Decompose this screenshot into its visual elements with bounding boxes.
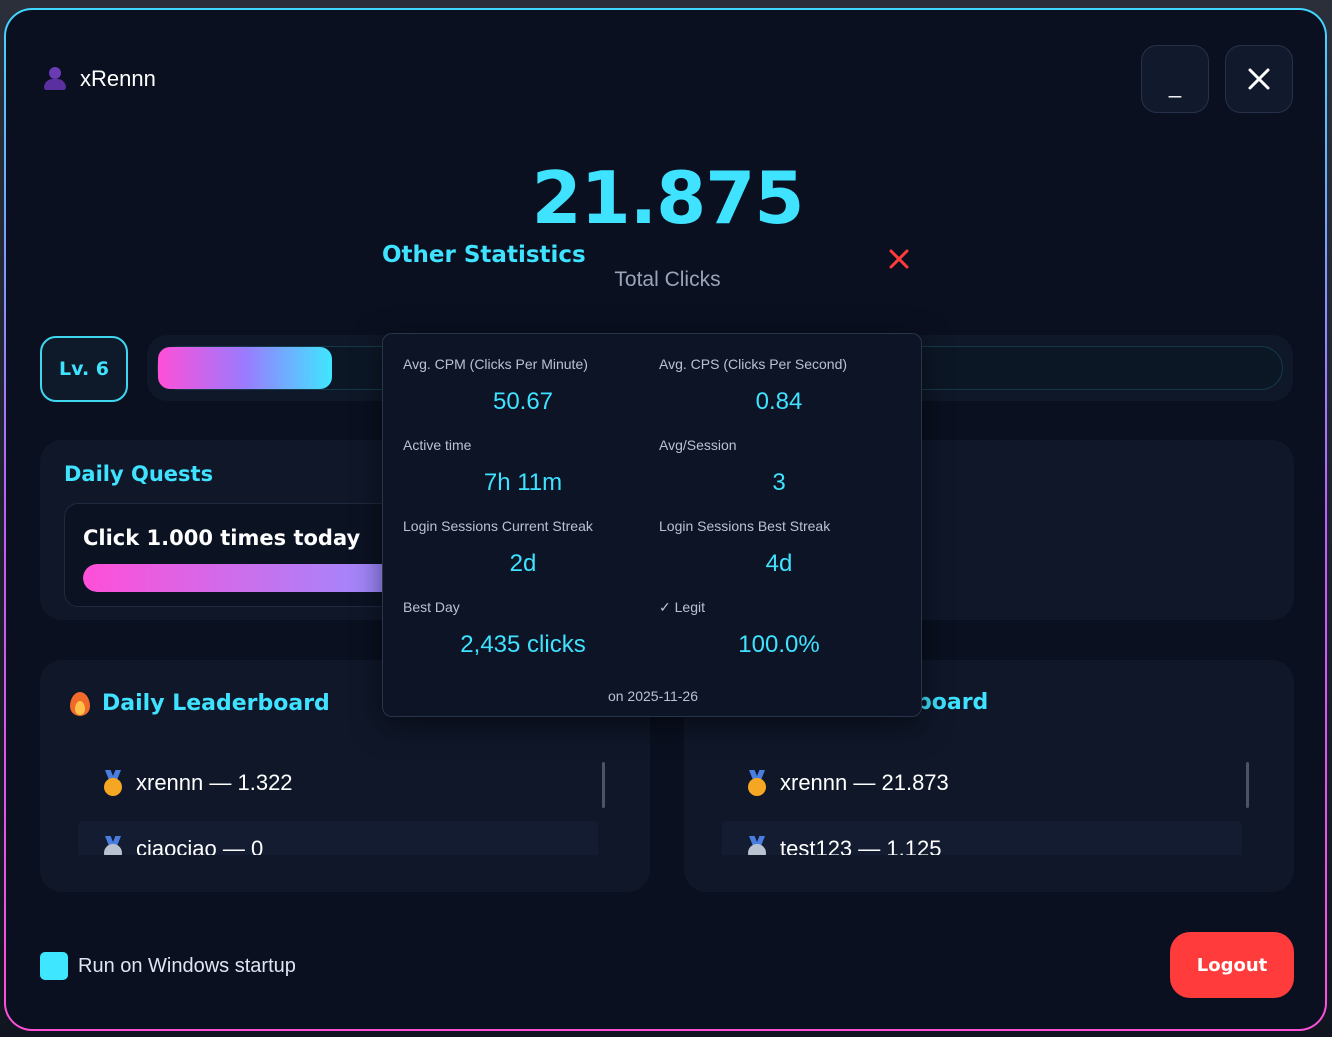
alltime-leaderboard-title: board bbox=[916, 690, 989, 715]
stat-value: 2d bbox=[509, 550, 537, 577]
leaderboard-row: test123 — 1.125 bbox=[722, 821, 1242, 855]
daily-leaderboard-title: Daily Leaderboard bbox=[102, 690, 330, 716]
leaderboard-entry: xrennn — 21.873 bbox=[780, 770, 949, 795]
stat-best-day: Best Day 2,435 clicks bbox=[383, 577, 639, 658]
xp-progress-fill bbox=[158, 347, 333, 389]
stat-label: Avg. CPM (Clicks Per Minute) bbox=[403, 356, 588, 372]
leaderboard-entry: xrennn — 1.322 bbox=[136, 770, 293, 795]
username: xRennn bbox=[80, 66, 156, 91]
stat-value: 7h 11m bbox=[483, 469, 563, 496]
stat-avg-cps: Avg. CPS (Clicks Per Second) 0.84 bbox=[639, 334, 895, 415]
gold-medal-icon bbox=[102, 770, 124, 796]
leaderboard-row: ciaociao — 0 bbox=[78, 821, 598, 855]
quest-text: Click 1.000 times today bbox=[83, 526, 361, 550]
stat-best-streak: Login Sessions Best Streak 4d bbox=[639, 496, 895, 577]
scrollbar-thumb[interactable] bbox=[1246, 762, 1249, 808]
stat-value: 50.67 bbox=[492, 388, 554, 415]
level-badge: Lv. 6 bbox=[40, 336, 128, 402]
total-clicks-label: Total Clicks bbox=[614, 268, 721, 291]
stat-value: 100.0% bbox=[738, 631, 820, 658]
app-window: xRennn _ 21.875 Total Clicks Lv. 6 Daily… bbox=[4, 8, 1327, 1031]
stat-label: Login Sessions Current Streak bbox=[403, 518, 593, 534]
total-clicks-value: 21.875 bbox=[531, 156, 805, 240]
alltime-leaderboard-list[interactable]: xrennn — 21.873 test123 — 1.125 bbox=[722, 755, 1242, 855]
stat-value: 3 bbox=[772, 469, 786, 496]
fire-icon bbox=[70, 690, 90, 716]
stat-value: 0.84 bbox=[755, 388, 803, 415]
daily-leaderboard-header: Daily Leaderboard bbox=[70, 690, 330, 716]
stat-value: 2,435 clicks bbox=[460, 631, 586, 658]
stats-title: Other Statistics bbox=[382, 242, 586, 268]
user-icon bbox=[42, 66, 68, 92]
stat-label: Login Sessions Best Streak bbox=[659, 518, 831, 534]
leaderboard-row: xrennn — 21.873 bbox=[722, 755, 1242, 811]
silver-medal-icon bbox=[102, 836, 124, 855]
minimize-button[interactable]: _ bbox=[1141, 45, 1209, 113]
stat-label: Active time bbox=[403, 437, 472, 453]
close-stats-icon[interactable] bbox=[886, 246, 912, 272]
startup-label: Run on Windows startup bbox=[78, 954, 296, 977]
alltime-leaderboard-header: board bbox=[916, 690, 988, 715]
stat-legit: ✓ Legit 100.0% bbox=[639, 577, 895, 658]
close-window-button[interactable] bbox=[1225, 45, 1293, 113]
gold-medal-icon bbox=[746, 770, 768, 796]
scrollbar-thumb[interactable] bbox=[602, 762, 605, 808]
stat-avg-cpm: Avg. CPM (Clicks Per Minute) 50.67 bbox=[383, 334, 639, 415]
close-icon bbox=[1248, 68, 1270, 90]
startup-option[interactable]: Run on Windows startup bbox=[40, 952, 296, 980]
leaderboard-entry: test123 — 1.125 bbox=[780, 836, 942, 855]
startup-checkbox[interactable] bbox=[40, 952, 68, 980]
stat-label: Avg. CPS (Clicks Per Second) bbox=[659, 356, 848, 372]
stat-label: ✓ Legit bbox=[659, 599, 705, 615]
logout-button[interactable]: Logout bbox=[1170, 932, 1294, 998]
leaderboard-row: xrennn — 1.322 bbox=[78, 755, 598, 811]
stats-popup: Avg. CPM (Clicks Per Minute) 50.67 Avg. … bbox=[382, 333, 922, 717]
silver-medal-icon bbox=[746, 836, 768, 855]
best-day-date: on 2025-11-26 bbox=[607, 688, 699, 704]
daily-quests-title: Daily Quests bbox=[64, 462, 214, 486]
stat-value: 4d bbox=[765, 550, 793, 577]
stat-current-streak: Login Sessions Current Streak 2d bbox=[383, 496, 639, 577]
leaderboard-entry: ciaociao — 0 bbox=[136, 836, 264, 855]
stat-label: Best Day bbox=[403, 599, 460, 615]
stat-avg-session: Avg/Session 3 bbox=[639, 415, 895, 496]
daily-leaderboard-list[interactable]: xrennn — 1.322 ciaociao — 0 bbox=[78, 755, 598, 855]
stat-label: Avg/Session bbox=[659, 437, 737, 453]
quest-progress-fill bbox=[83, 564, 395, 592]
stat-active-time: Active time 7h 11m bbox=[383, 415, 639, 496]
user-info: xRennn bbox=[42, 66, 156, 92]
